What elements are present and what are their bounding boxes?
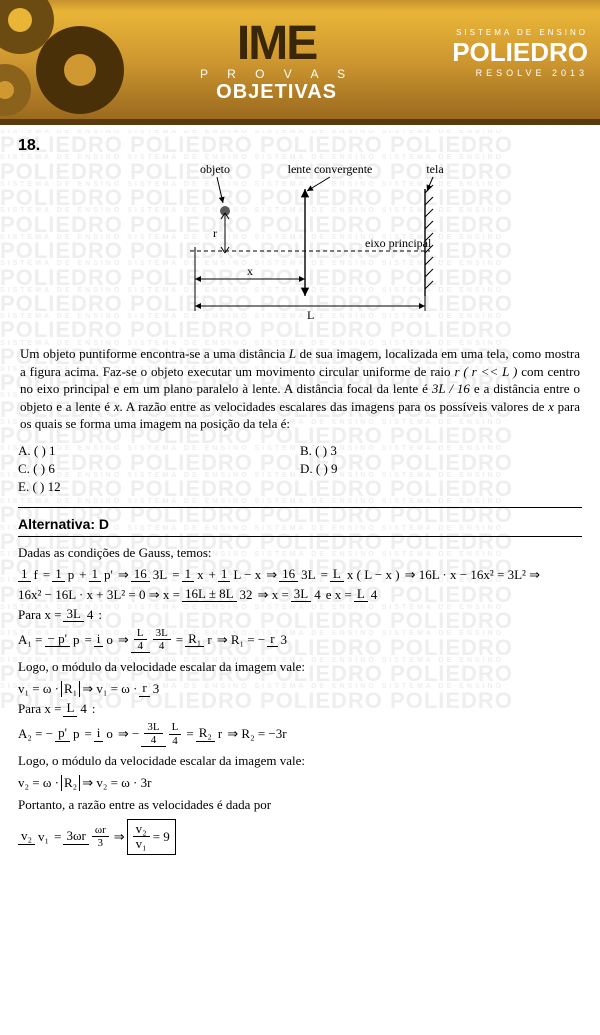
options: A. ( ) 1 C. ( ) 6 E. ( ) 12 B. ( ) 3 D. … (18, 443, 582, 497)
question-number: 18. (18, 137, 582, 155)
gears-decor (0, 0, 200, 124)
svg-text:tela: tela (426, 162, 444, 176)
answer-label: Alternativa: D (18, 516, 582, 532)
divider (18, 536, 582, 537)
question-text: Um objeto puntiforme encontra-se a uma d… (20, 345, 580, 433)
eq-a2: A₂ = − p'p = io ⇒ − 3L4 L4 = R₂r ⇒ R₂ = … (18, 721, 582, 747)
eq-quadratic: 16x² − 16L · x + 3L² = 0 ⇒ x = 16L ± 8L3… (18, 587, 582, 603)
solution: Dadas as condições de Gauss, temos: 1f =… (18, 545, 582, 855)
sol-intro: Dadas as condições de Gauss, temos: (18, 545, 582, 561)
para-case2: Para x = L4 : (18, 701, 582, 717)
svg-text:lente convergente: lente convergente (288, 162, 373, 176)
resolve-label: RESOLVE 2013 (452, 68, 588, 78)
banner-right-block: SISTEMA DE ENSINO POLIEDRO RESOLVE 2013 (452, 28, 588, 78)
option-e: E. ( ) 12 (18, 479, 300, 495)
sistema-label: SISTEMA DE ENSINO (452, 28, 588, 37)
logo2: Logo, o módulo da velocidade escalar da … (18, 753, 582, 769)
svg-text:eixo principal: eixo principal (365, 236, 432, 250)
para-case1: Para x = 3L4 : (18, 607, 582, 623)
svg-text:x: x (247, 264, 253, 278)
logo1: Logo, o módulo da velocidade escalar da … (18, 659, 582, 675)
eq-v1: v₁ = ω · R₁ ⇒ v₁ = ω · r3 (18, 681, 582, 697)
banner-title-block: IME P R O V A S OBJETIVAS (200, 22, 353, 104)
portanto: Portanto, a razão entre as velocidades é… (18, 797, 582, 813)
svg-text:L: L (307, 308, 314, 322)
eq-gauss: 1f = 1p + 1p' ⇒ 163L = 1x + 1L − x ⇒ 163… (18, 567, 582, 583)
provas-subtitle: P R O V A S (200, 67, 353, 81)
eq-v2: v₂ = ω · R₂ ⇒ v₂ = ω · 3r (18, 775, 582, 791)
svg-text:objeto: objeto (200, 162, 230, 176)
divider (18, 507, 582, 508)
header-banner: IME P R O V A S OBJETIVAS SISTEMA DE ENS… (0, 0, 600, 125)
ime-title: IME (200, 22, 353, 65)
eq-ratio: v₂v₁ = 3ωr ωr3 ⇒ v₂v₁ = 9 (18, 819, 582, 855)
objetivas-subtitle: OBJETIVAS (200, 81, 353, 104)
diagram: objeto lente convergente tela eixo princ… (18, 161, 582, 335)
eq-a1: A₁ = − p'p = io ⇒ L4 3L4 = R₁r ⇒ R₁ = − … (18, 627, 582, 653)
svg-text:r: r (213, 226, 217, 240)
option-b: B. ( ) 3 (300, 443, 582, 459)
option-c: C. ( ) 6 (18, 461, 300, 477)
option-a: A. ( ) 1 (18, 443, 300, 459)
page-body: 18. objeto lente convergente tela (0, 125, 600, 879)
optics-diagram-svg: objeto lente convergente tela eixo princ… (135, 161, 465, 331)
option-d: D. ( ) 9 (300, 461, 582, 477)
poliedro-logo: POLIEDRO (452, 37, 588, 68)
